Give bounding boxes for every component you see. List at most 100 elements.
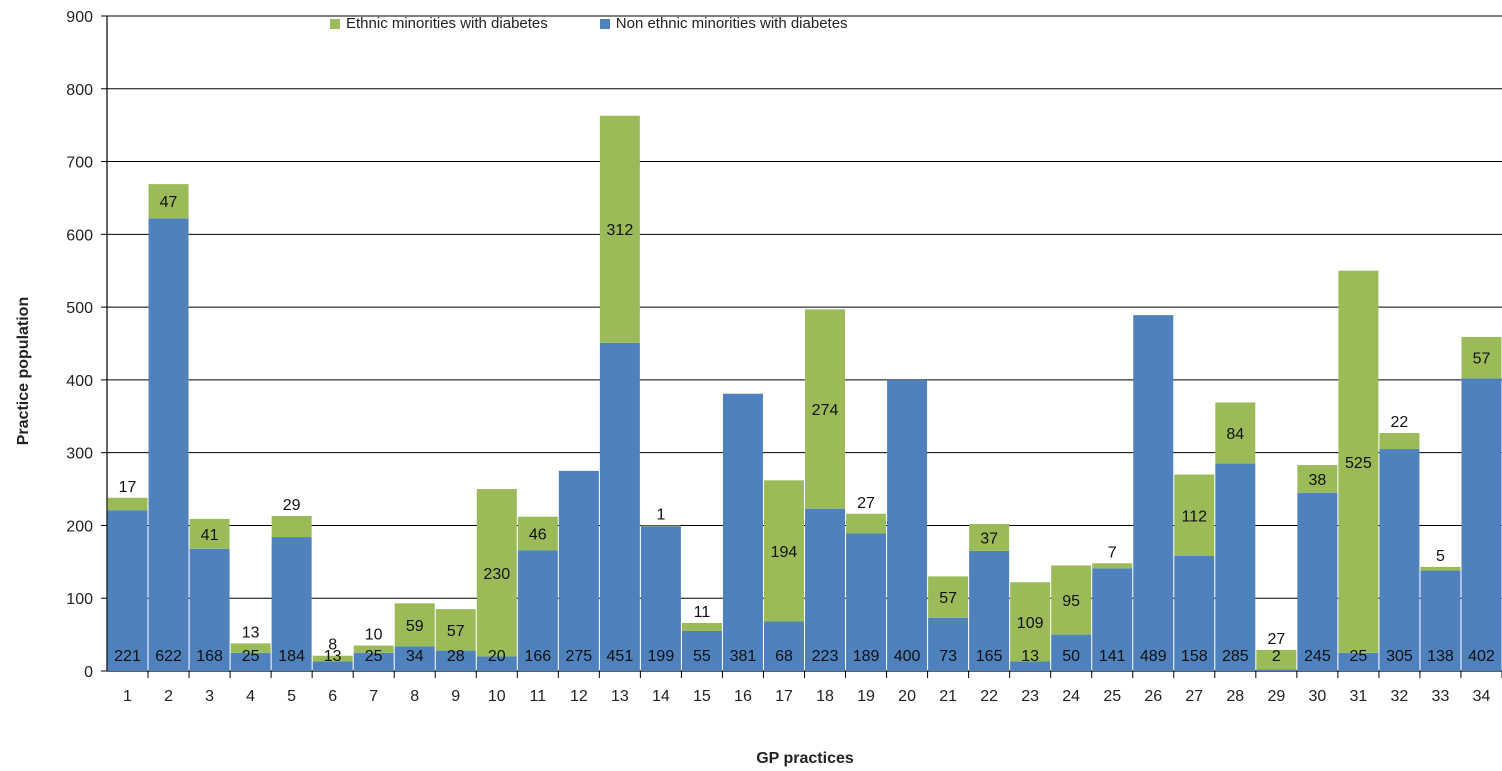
bar-non-ethnic — [271, 537, 312, 671]
bar-non-ethnic — [1420, 570, 1461, 671]
bar-non-ethnic — [1174, 556, 1215, 671]
bar-ethnic — [805, 309, 846, 509]
y-tick-label: 300 — [66, 446, 93, 463]
legend-item-non-ethnic: Non ethnic minorities with diabetes — [599, 15, 848, 32]
bar-non-ethnic — [1461, 378, 1502, 671]
bar-non-ethnic — [640, 526, 681, 671]
data-label-non-ethnic: 400 — [894, 648, 921, 665]
bar-ethnic — [1338, 270, 1379, 653]
data-label-ethnic: 109 — [1017, 615, 1044, 632]
bar-non-ethnic — [1256, 669, 1297, 671]
bar-ethnic — [1461, 336, 1502, 379]
data-label-non-ethnic: 305 — [1386, 648, 1413, 665]
x-tick-label: 1 — [123, 688, 132, 705]
y-tick-label: 500 — [66, 300, 93, 317]
legend-swatch-non-ethnic — [599, 18, 610, 29]
data-label-non-ethnic: 50 — [1062, 648, 1080, 665]
bar-non-ethnic — [230, 652, 271, 671]
bar-non-ethnic — [1133, 315, 1174, 671]
data-label-ethnic: 84 — [1226, 426, 1244, 443]
y-tick-label: 100 — [66, 591, 93, 608]
bar-non-ethnic — [969, 550, 1010, 671]
data-label-ethnic: 525 — [1345, 455, 1372, 472]
legend-swatch-ethnic — [330, 18, 340, 29]
bar-ethnic — [189, 518, 230, 549]
bar-ethnic — [599, 115, 640, 343]
bar-non-ethnic — [722, 393, 763, 671]
bar-ethnic — [1297, 465, 1338, 493]
y-tick-label: 900 — [66, 9, 93, 26]
bar-ethnic — [394, 603, 435, 647]
x-axis-title: GP practices — [756, 750, 854, 767]
data-label-non-ethnic: 622 — [155, 648, 182, 665]
bar-non-ethnic — [928, 617, 969, 671]
data-label-non-ethnic: 25 — [365, 648, 383, 665]
x-tick-label: 3 — [205, 688, 214, 705]
data-label-ethnic: 5 — [1436, 548, 1445, 565]
bar-ethnic — [1051, 565, 1092, 635]
data-label-non-ethnic: 166 — [524, 648, 551, 665]
x-tick-label: 10 — [488, 688, 506, 705]
x-tick-label: 22 — [980, 688, 998, 705]
data-label-non-ethnic: 489 — [1140, 648, 1167, 665]
y-tick-label: 600 — [66, 227, 93, 244]
bar-ethnic — [312, 655, 353, 662]
legend-label-ethnic: Ethnic minorities with diabetes — [346, 15, 548, 32]
data-label-ethnic: 47 — [160, 194, 178, 211]
x-tick-label: 23 — [1021, 688, 1039, 705]
bar-non-ethnic — [107, 510, 148, 671]
bar-non-ethnic — [805, 508, 846, 671]
bar-ethnic — [846, 513, 887, 534]
data-label-ethnic: 7 — [1108, 544, 1117, 561]
x-tick-label: 34 — [1473, 688, 1491, 705]
bar-ethnic — [517, 516, 558, 551]
data-label-non-ethnic: 165 — [976, 648, 1003, 665]
bar-ethnic — [763, 480, 804, 622]
x-tick-label: 18 — [816, 688, 834, 705]
x-tick-label: 19 — [857, 688, 875, 705]
bar-non-ethnic — [1338, 652, 1379, 671]
bar-ethnic — [1420, 566, 1461, 571]
data-label-ethnic: 1 — [656, 506, 665, 523]
x-tick-label: 14 — [652, 688, 670, 705]
bar-ethnic — [476, 489, 517, 657]
x-tick-label: 15 — [693, 688, 711, 705]
y-tick-label: 400 — [66, 373, 93, 390]
data-label-non-ethnic: 20 — [488, 648, 506, 665]
bar-ethnic — [230, 643, 271, 653]
bar-ethnic — [353, 645, 394, 653]
bar-non-ethnic — [1092, 568, 1133, 671]
data-label-ethnic: 46 — [529, 526, 547, 543]
bar-non-ethnic — [846, 533, 887, 671]
data-label-non-ethnic: 55 — [693, 648, 711, 665]
data-label-ethnic: 38 — [1308, 472, 1326, 489]
data-label-non-ethnic: 13 — [1021, 648, 1039, 665]
data-label-ethnic: 8 — [328, 637, 337, 654]
data-label-ethnic: 312 — [607, 222, 634, 239]
y-tick-label: 200 — [66, 518, 93, 535]
bar-non-ethnic — [189, 548, 230, 671]
x-tick-label: 20 — [898, 688, 916, 705]
data-label-non-ethnic: 221 — [114, 648, 141, 665]
legend-item-ethnic: Ethnic minorities with diabetes — [330, 15, 548, 32]
data-label-non-ethnic: 158 — [1181, 648, 1208, 665]
x-tick-label: 28 — [1226, 688, 1244, 705]
bar-non-ethnic — [312, 661, 353, 671]
bar-ethnic — [1256, 649, 1297, 670]
bar-ethnic — [271, 515, 312, 538]
chart-legend: Ethnic minorities with diabetes Non ethn… — [330, 15, 848, 32]
bar-ethnic — [928, 576, 969, 618]
data-label-ethnic: 57 — [447, 623, 465, 640]
data-label-ethnic: 27 — [1267, 631, 1285, 648]
data-label-non-ethnic: 34 — [406, 648, 424, 665]
data-label-ethnic: 57 — [1473, 351, 1491, 368]
y-axis-title: Practice population — [15, 297, 32, 445]
bar-non-ethnic — [681, 630, 722, 671]
y-tick-label: 700 — [66, 155, 93, 172]
data-label-non-ethnic: 25 — [242, 648, 260, 665]
bar-non-ethnic — [353, 652, 394, 671]
x-tick-label: 9 — [451, 688, 460, 705]
x-tick-label: 26 — [1144, 688, 1162, 705]
data-label-ethnic: 41 — [201, 527, 219, 544]
x-tick-label: 2 — [164, 688, 173, 705]
